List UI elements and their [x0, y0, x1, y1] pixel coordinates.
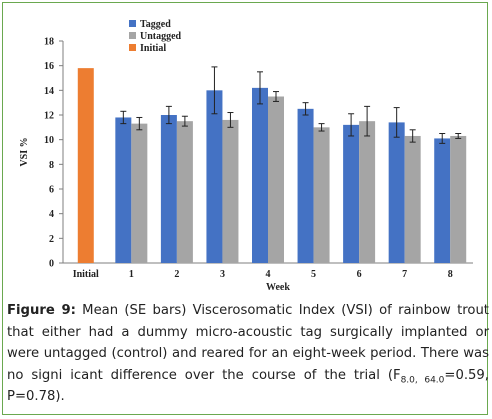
bar-untagged-2 — [176, 121, 193, 264]
x-tick-label: 5 — [311, 269, 316, 280]
bar-tagged-5 — [297, 108, 314, 263]
figure-label: Figure 9: — [7, 303, 76, 318]
bar-untagged-7 — [404, 135, 421, 263]
y-tick-label: 2 — [49, 234, 54, 245]
y-tick-label: 6 — [49, 185, 54, 196]
x-tick-label: 3 — [220, 269, 225, 280]
bar-untagged-3 — [222, 119, 239, 263]
y-tick-label: 8 — [49, 160, 54, 171]
x-tick-label: 1 — [129, 269, 134, 280]
bar-untagged-5 — [313, 127, 330, 263]
bar-untagged-8 — [450, 135, 467, 263]
bar-tagged-6 — [343, 124, 360, 263]
bar-tagged-2 — [160, 115, 177, 263]
legend-label-untagged: Untagged — [140, 31, 182, 42]
caption-text-end: =0.59, P=0.78). — [7, 367, 489, 405]
y-tick-label: 16 — [44, 61, 54, 72]
caption-text: Mean (SE bars) Viscerosomatic Index (VSI… — [7, 303, 489, 383]
x-tick-label: 4 — [266, 269, 271, 280]
legend-swatch-initial — [129, 44, 136, 51]
bar-tagged-8 — [434, 138, 451, 263]
bar-untagged-4 — [268, 96, 284, 263]
y-tick-label: 14 — [44, 86, 54, 97]
y-tick-label: 12 — [44, 111, 54, 122]
y-tick-label: 10 — [44, 135, 54, 146]
x-tick-label: Initial — [73, 269, 99, 280]
y-axis-label: VSI % — [19, 137, 30, 166]
figure-frame: 0 2 4 6 8 10 12 14 16 18 VSI % Initial 1 2 3 4 5 6 7 8 Week … — [2, 2, 489, 415]
bar-tagged-7 — [388, 122, 405, 264]
bar-untagged-1 — [131, 123, 148, 263]
legend-swatch-untagged — [129, 32, 136, 39]
bar-initial-initial — [77, 68, 94, 263]
x-tick-label: 8 — [448, 269, 453, 280]
legend-label-tagged: Tagged — [140, 19, 171, 30]
bar-tagged-3 — [206, 90, 223, 263]
legend-label-initial: Initial — [140, 43, 166, 54]
x-axis-label: Week — [266, 282, 290, 293]
x-tick-label: 2 — [174, 269, 179, 280]
x-tick-label: 6 — [357, 269, 362, 280]
bar-tagged-1 — [115, 117, 132, 263]
figure-caption: Figure 9: Mean (SE bars) Viscerosomatic … — [7, 300, 489, 408]
y-tick-label: 4 — [49, 209, 54, 220]
caption-subscript: 8.0, 64.0 — [400, 375, 445, 386]
legend-swatch-tagged — [129, 20, 136, 27]
bar-tagged-4 — [252, 87, 268, 263]
y-tick-label: 18 — [44, 37, 54, 48]
y-tick-label: 0 — [49, 259, 54, 270]
bar-untagged-6 — [359, 121, 376, 264]
chart-bars — [77, 66, 467, 264]
x-tick-label: 7 — [402, 269, 407, 280]
